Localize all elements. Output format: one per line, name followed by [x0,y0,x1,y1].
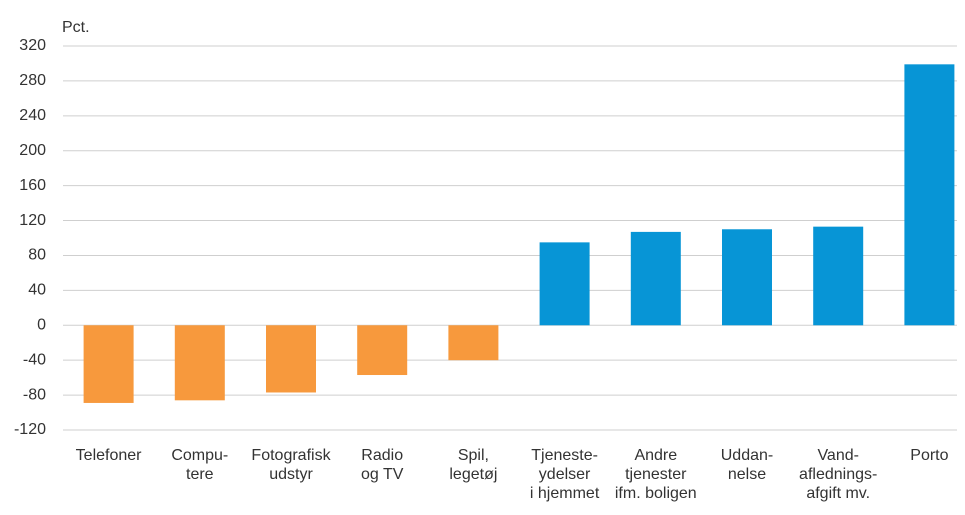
bar [539,242,590,326]
x-tick-label: ydelser [539,466,591,483]
bar [174,325,225,401]
y-tick-label: 40 [28,282,46,299]
x-tick-label: i hjemmet [530,485,600,502]
x-tick-label: Radio [361,447,403,464]
y-tick-label: 280 [19,72,46,89]
bar [448,325,499,361]
y-tick-label: 120 [19,212,46,229]
x-tick-label: tere [186,466,214,483]
y-tick-label: 160 [19,177,46,194]
y-tick-label: -120 [14,421,46,438]
x-tick-label: Tjeneste- [531,447,598,464]
x-tick-label: nelse [728,466,766,483]
bar [722,229,772,326]
y-tick-label: -40 [23,351,46,368]
x-tick-label: tjenester [625,466,687,483]
y-axis-label: Pct. [62,19,90,36]
y-tick-label: 320 [19,37,46,54]
bar [813,226,864,326]
x-tick-label: ifm. boligen [615,485,697,502]
y-tick-label: 80 [28,247,46,264]
bar [357,325,408,376]
bar [630,231,681,326]
x-tick-label: Compu- [171,447,228,464]
x-tick-label: Uddan- [721,447,773,464]
x-tick-label: aflednings- [799,466,877,483]
y-tick-label: 0 [37,316,46,333]
x-tick-label: Vand- [817,447,859,464]
x-tick-label: Fotografisk [251,447,331,464]
bar [904,64,955,326]
y-tick-label: -80 [23,386,46,403]
x-tick-label: og TV [361,466,404,483]
x-tick-label: Telefoner [76,447,142,464]
bar [83,325,134,403]
bar [266,325,316,393]
x-tick-label: Spil, [458,447,489,464]
x-tick-label: Porto [910,447,948,464]
y-tick-label: 200 [19,142,46,159]
y-tick-label: 240 [19,107,46,124]
x-tick-label: legetøj [449,466,497,483]
x-tick-label: udstyr [269,466,313,483]
x-tick-label: afgift mv. [806,485,870,502]
x-tick-label: Andre [634,447,677,464]
